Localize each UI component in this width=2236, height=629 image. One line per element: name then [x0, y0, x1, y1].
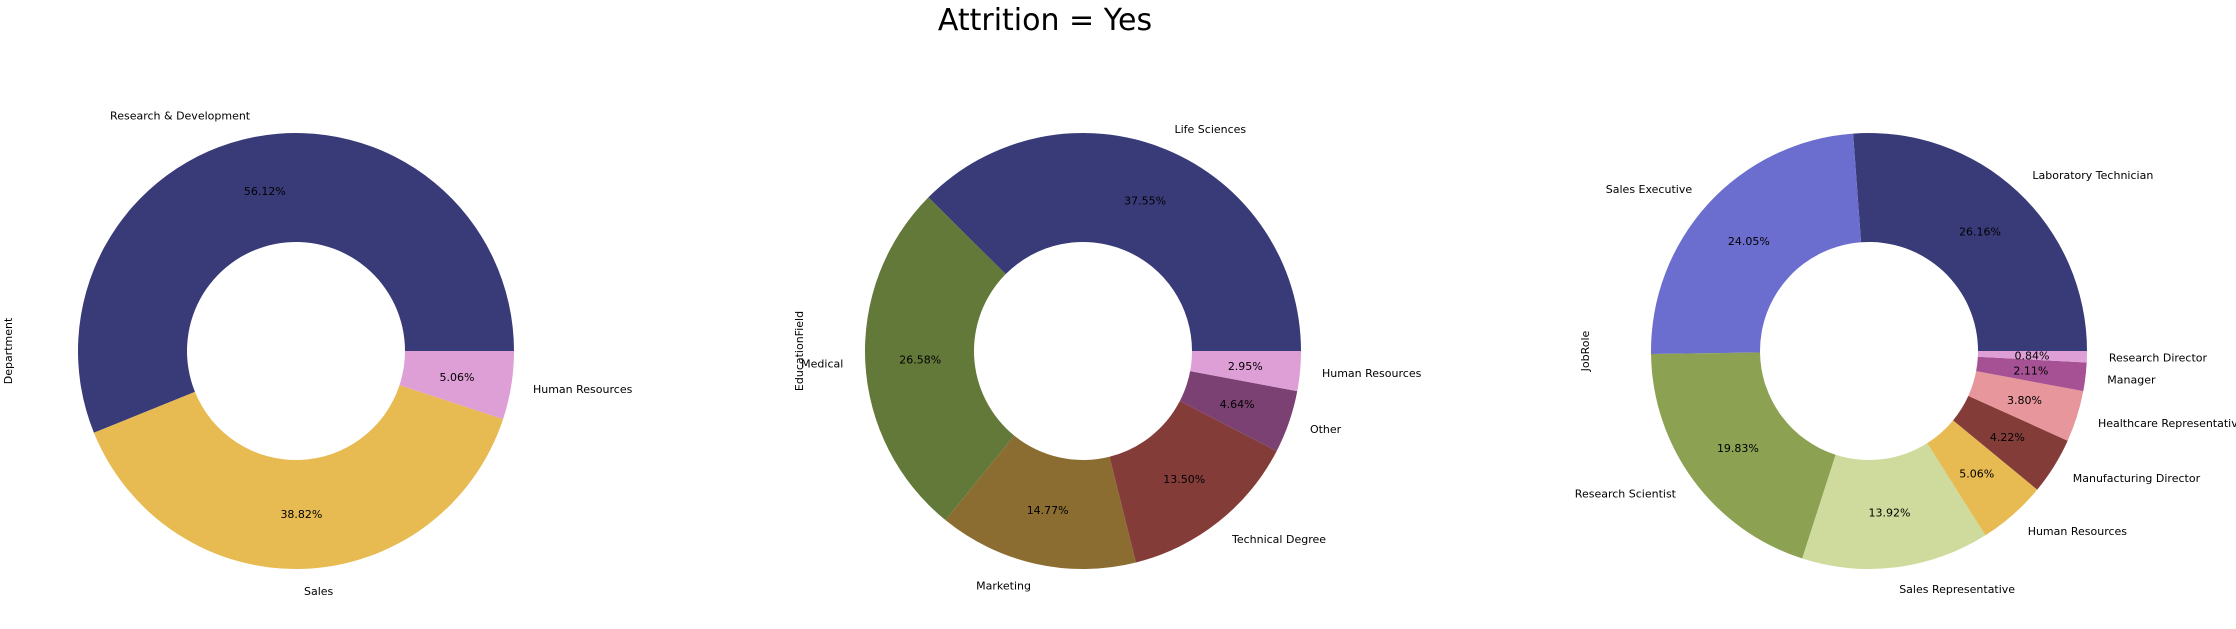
percent-label-sales-executive: 24.05% [1728, 235, 1770, 248]
percent-label-sales-representative: 13.92% [1869, 507, 1911, 520]
percent-label-technical-degree: 13.50% [1163, 473, 1205, 486]
wedge-label-technical-degree: Technical Degree [1231, 533, 1326, 546]
wedge-label-laboratory-technician: Laboratory Technician [2032, 169, 2153, 182]
wedge-human-resources [1190, 351, 1301, 392]
percent-label-medical: 26.58% [899, 354, 941, 367]
wedge-marketing [945, 435, 1136, 569]
wedge-label-medical: Medical [801, 358, 843, 371]
wedge-sales-representative [1802, 443, 1986, 569]
wedge-medical [864, 197, 1015, 521]
wedge-label-life-sciences: Life Sciences [1174, 123, 1246, 136]
wedge-label-manufacturing-director: Manufacturing Director [2073, 472, 2201, 485]
pie-chart-educationfield: Life Sciences 37.55% Medical 26.58% Marketin… [793, 123, 1422, 592]
wedge-label-research-and-development: Research & Development [110, 109, 251, 122]
wedge-label-healthcare-representative: Healthcare Representative [2098, 417, 2236, 430]
wedge-research-director [1977, 351, 2087, 363]
wedge-healthcare-representative [1968, 371, 2084, 441]
wedge-research-scientist [1651, 352, 1836, 559]
percent-label-manufacturing-director: 4.22% [1990, 431, 2025, 444]
percent-label-human-resources: 2.95% [1228, 360, 1263, 373]
wedge-label-human-resources: Human Resources [1322, 367, 1422, 380]
wedge-label-human-resources: Human Resources [533, 383, 633, 396]
y-axis-label: Department [2, 317, 15, 384]
wedge-label-sales: Sales [304, 585, 334, 598]
percent-label-laboratory-technician: 26.16% [1959, 226, 2001, 239]
y-axis-label: JobRole [1579, 330, 1592, 372]
wedge-label-research-scientist: Research Scientist [1575, 488, 1677, 501]
wedge-manager [1976, 356, 2087, 392]
wedge-life-sciences [928, 132, 1301, 351]
wedge-sales-executive [1651, 133, 1862, 354]
percent-label-healthcare-representative: 3.80% [2007, 394, 2042, 407]
wedge-manufacturing-director [1953, 395, 2068, 490]
wedge-label-research-director: Research Director [2109, 351, 2208, 364]
wedge-human-resources [1927, 420, 2038, 536]
wedge-laboratory-technician [1853, 133, 2087, 351]
percent-label-research-scientist: 19.83% [1717, 442, 1759, 455]
wedge-technical-degree [1109, 401, 1277, 563]
wedge-label-human-resources: Human Resources [2028, 525, 2128, 538]
percent-label-human-resources: 5.06% [439, 371, 474, 384]
wedge-human-resources [399, 351, 514, 420]
wedge-label-manager: Manager [2107, 374, 2156, 387]
pie-chart-department: Research & Development 56.12% Sales 38.82% H… [2, 109, 633, 597]
wedge-label-sales-representative: Sales Representative [1899, 583, 2015, 596]
percent-label-manager: 2.11% [2013, 364, 2048, 377]
wedge-label-marketing: Marketing [976, 579, 1031, 592]
wedge-other [1179, 371, 1298, 452]
wedge-label-sales-executive: Sales Executive [1606, 183, 1693, 196]
percent-label-research-director: 0.84% [2014, 349, 2049, 362]
percent-label-research-and-development: 56.12% [244, 185, 286, 198]
chart-title: Attrition = Yes [938, 3, 1152, 38]
wedge-research-and-development [77, 132, 515, 433]
wedge-label-other: Other [1310, 423, 1342, 436]
y-axis-label: EducationField [793, 311, 806, 391]
percent-label-marketing: 14.77% [1027, 504, 1069, 517]
pie-chart-jobrole: Laboratory Technician 26.16% Sales Executi… [1575, 133, 2236, 596]
wedge-sales [93, 385, 504, 570]
percent-label-human-resources: 5.06% [1959, 467, 1994, 480]
percent-label-life-sciences: 37.55% [1124, 194, 1166, 207]
percent-label-sales: 38.82% [280, 508, 322, 521]
percent-label-other: 4.64% [1220, 398, 1255, 411]
